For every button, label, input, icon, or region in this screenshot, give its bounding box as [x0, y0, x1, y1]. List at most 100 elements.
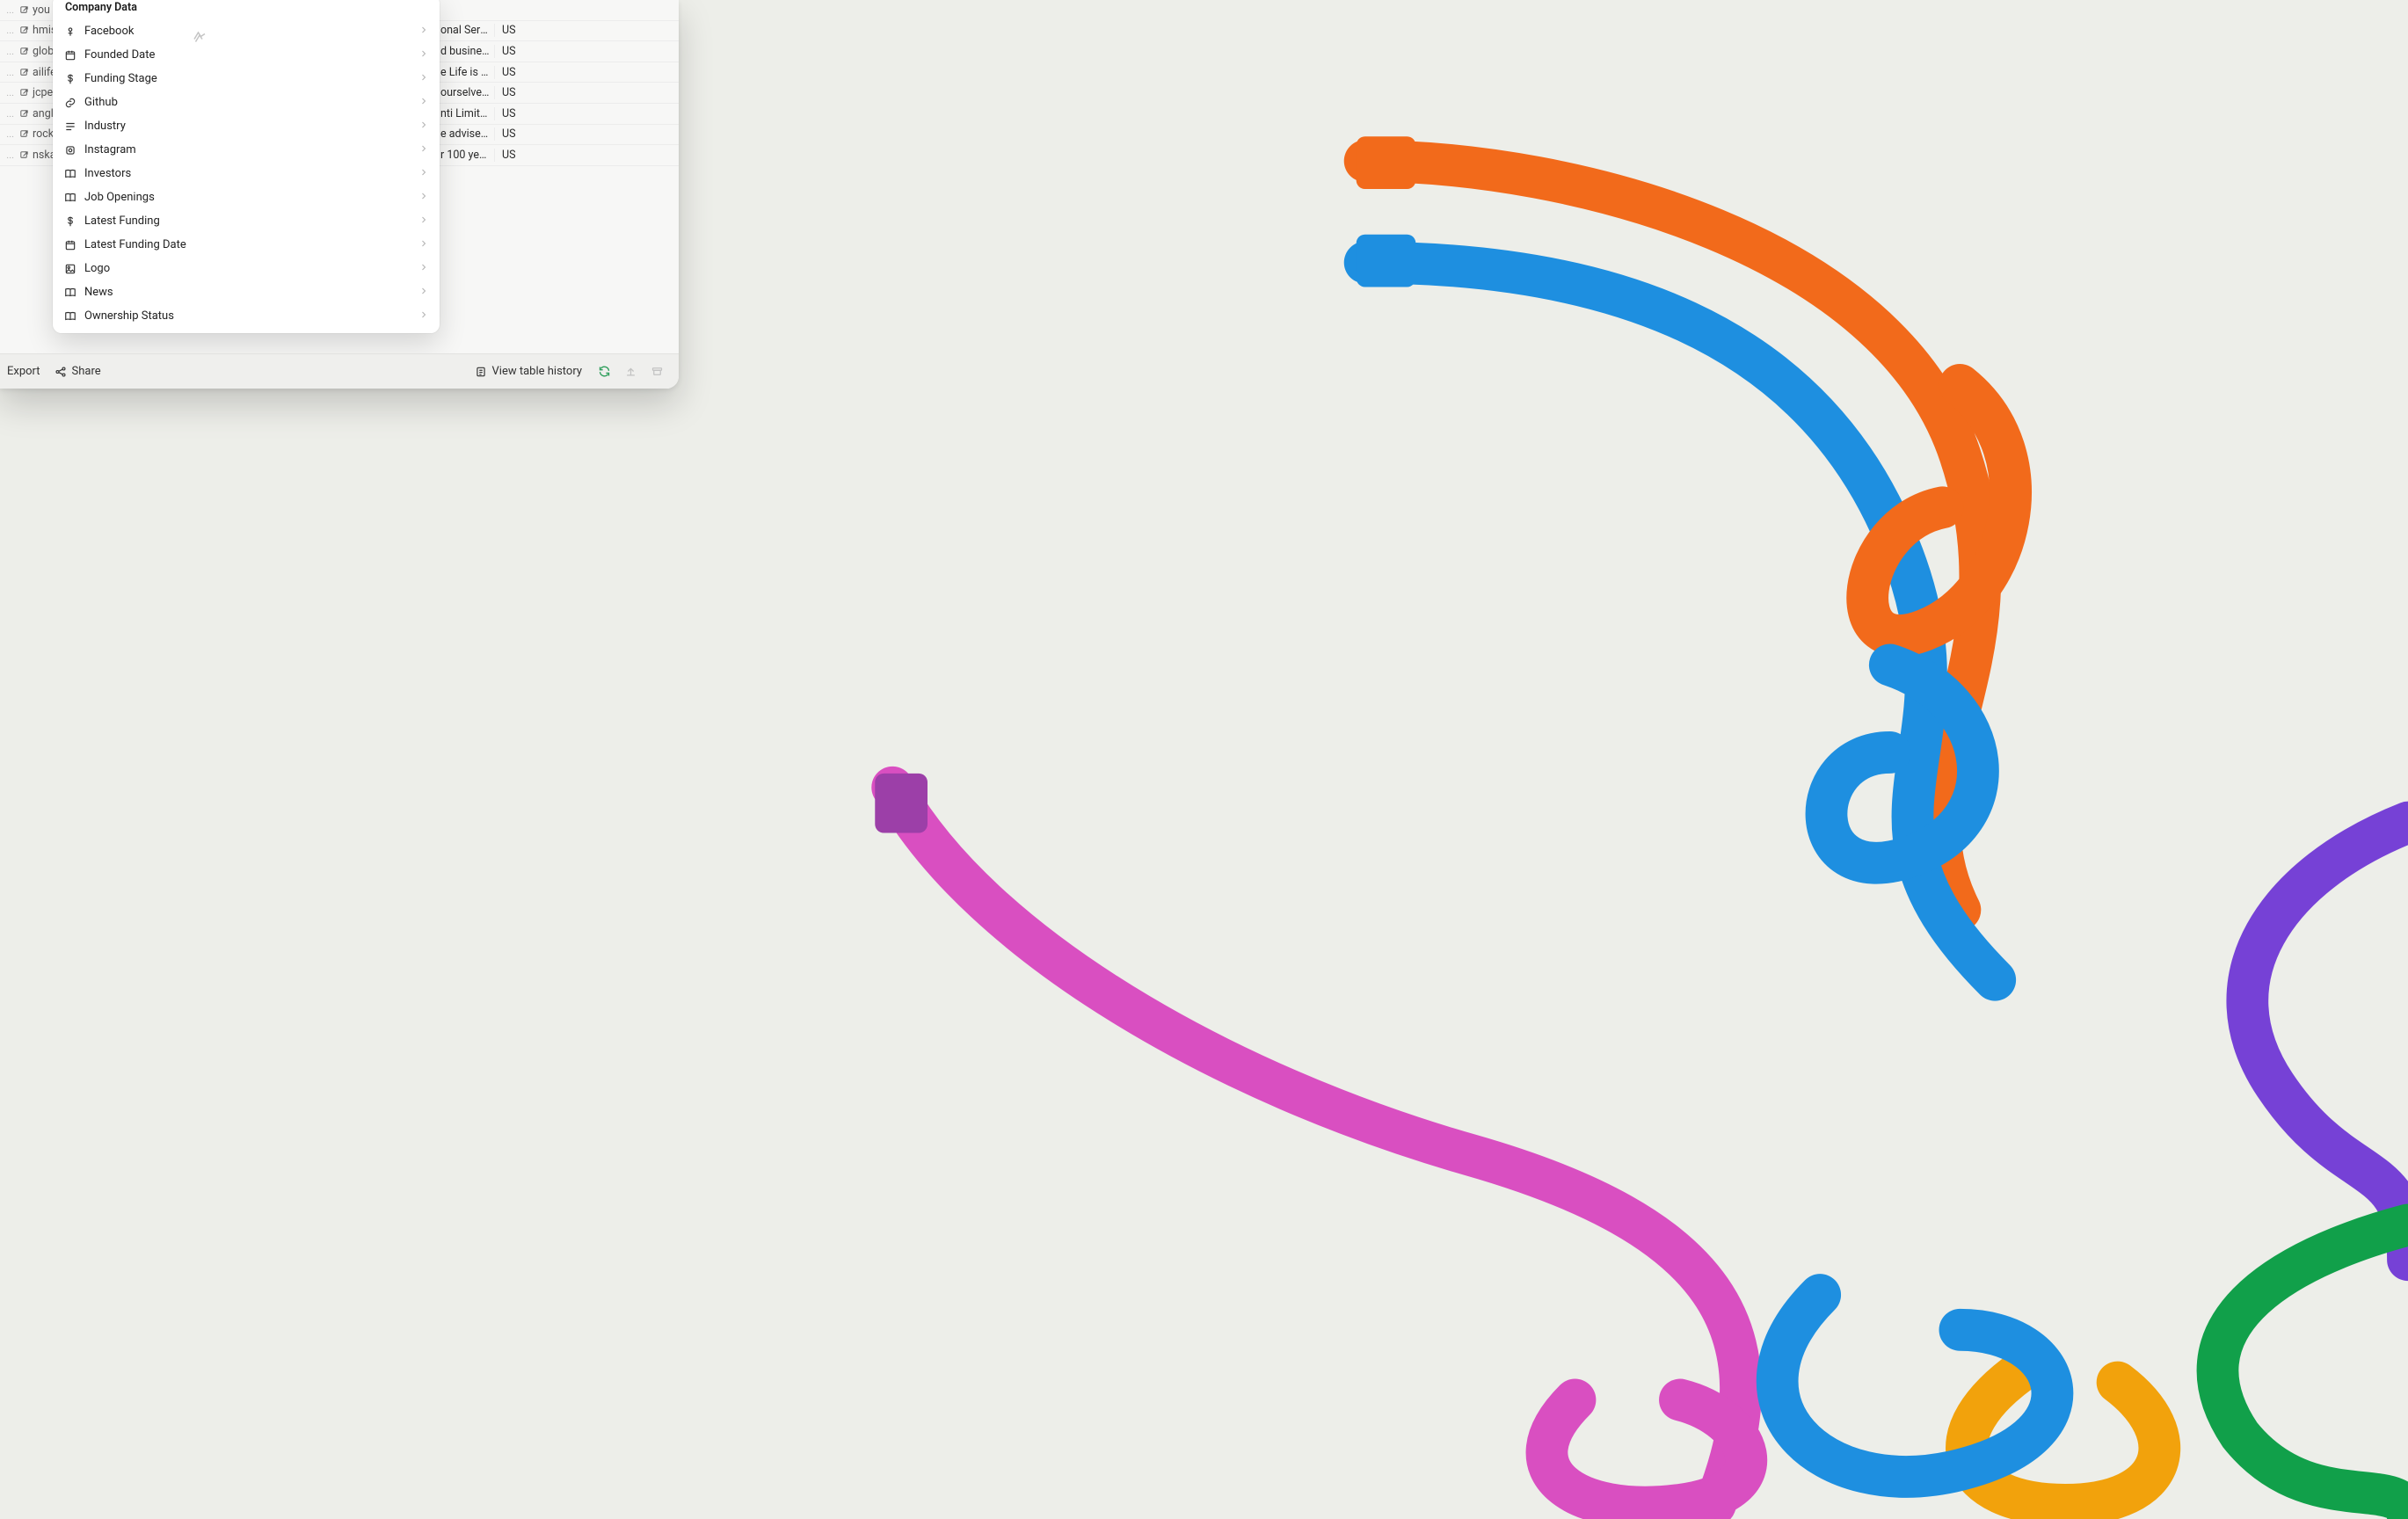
calendar-icon [63, 48, 77, 62]
social-icon [63, 25, 77, 39]
row-country: US [494, 149, 610, 162]
row-description: e Life is a... [436, 66, 494, 79]
dropdown-item-label: Funding Stage [84, 72, 418, 85]
row-link[interactable]: jcpen [16, 86, 58, 99]
dropdown-item-job-openings[interactable]: Job Openings [53, 185, 440, 209]
row-country: US [494, 127, 610, 141]
dropdown-item-label: Latest Funding [84, 214, 418, 228]
image-icon [63, 262, 77, 276]
dropdown-item-industry[interactable]: Industry [53, 114, 440, 138]
row-index: ... [0, 25, 16, 36]
dropdown-item-instagram[interactable]: Instagram [53, 138, 440, 162]
export-button[interactable]: Export [0, 361, 47, 382]
book-icon [63, 167, 77, 181]
history-icon [475, 366, 487, 378]
export-label: Export [7, 365, 40, 378]
book-icon [63, 191, 77, 205]
dropdown-header: Company Data [53, 0, 440, 19]
row-index: ... [0, 128, 16, 140]
calendar-icon [63, 238, 77, 252]
dropdown-item-latest-funding-date[interactable]: Latest Funding Date [53, 233, 440, 257]
share-icon [55, 366, 67, 378]
refresh-icon [598, 365, 611, 378]
chevron-right-icon [418, 238, 429, 252]
app-panel: ...you...hmisonal Servi...US...globad bu… [0, 0, 679, 389]
row-description: r 100 year... [436, 149, 494, 162]
dropdown-item-news[interactable]: News [53, 280, 440, 304]
dropdown-item-label: Industry [84, 120, 418, 133]
dropdown-item-label: Latest Funding Date [84, 238, 418, 251]
row-link[interactable]: ailife [16, 66, 58, 79]
chevron-right-icon [418, 309, 429, 323]
book-icon [63, 309, 77, 323]
row-index: ... [0, 108, 16, 120]
share-button[interactable]: Share [47, 361, 108, 382]
view-history-button[interactable]: View table history [468, 361, 589, 382]
dropdown-item-label: Investors [84, 167, 418, 180]
row-link[interactable]: you [16, 4, 58, 17]
row-index: ... [0, 87, 16, 98]
dropdown-item-label: Founded Date [84, 48, 418, 62]
dollar-icon [63, 214, 77, 229]
dropdown-item-latest-funding[interactable]: Latest Funding [53, 209, 440, 233]
chevron-right-icon [418, 214, 429, 229]
row-index: ... [0, 149, 16, 161]
view-history-label: View table history [492, 365, 582, 378]
dropdown-item-founded-date[interactable]: Founded Date [53, 43, 440, 67]
dropdown-item-github[interactable]: Github [53, 91, 440, 114]
chevron-right-icon [418, 191, 429, 205]
row-country: US [494, 45, 610, 58]
dropdown-item-label: Job Openings [84, 191, 418, 204]
row-country: US [494, 86, 610, 99]
row-link[interactable]: globa [16, 45, 58, 58]
chevron-right-icon [418, 120, 429, 134]
chevron-right-icon [418, 72, 429, 86]
dropdown-item-logo[interactable]: Logo [53, 257, 440, 280]
company-data-dropdown: Company Data Facebook Founded Date Funding… [53, 0, 440, 333]
dropdown-item-investors[interactable]: Investors [53, 162, 440, 185]
row-index: ... [0, 46, 16, 57]
dropdown-item-label: News [84, 286, 418, 299]
row-link[interactable]: nska [16, 149, 58, 162]
panel-footer: Export Share View table history [0, 353, 679, 389]
row-link[interactable]: rocky [16, 127, 58, 141]
archive-button[interactable] [645, 360, 668, 383]
book-icon [63, 286, 77, 300]
row-description: ourselves t... [436, 86, 494, 99]
upload-button[interactable] [619, 360, 642, 383]
row-index: ... [0, 67, 16, 78]
chevron-right-icon [418, 262, 429, 276]
panel-body: ...you...hmisonal Servi...US...globad bu… [0, 0, 679, 353]
refresh-button[interactable] [593, 360, 615, 383]
row-description: onal Servi... [436, 24, 494, 37]
chevron-right-icon [418, 286, 429, 300]
square-icon [63, 143, 77, 157]
row-link[interactable]: angle [16, 107, 58, 120]
chevron-right-icon [418, 96, 429, 110]
row-country: US [494, 24, 610, 37]
row-index: ... [0, 4, 16, 16]
dropdown-item-funding-stage[interactable]: Funding Stage [53, 67, 440, 91]
dropdown-item-facebook[interactable]: Facebook [53, 19, 440, 43]
chevron-right-icon [418, 143, 429, 157]
dropdown-item-label: Ownership Status [84, 309, 418, 323]
list-icon [63, 120, 77, 134]
share-label: Share [72, 365, 101, 378]
archive-icon [651, 365, 664, 378]
row-description: d business [436, 45, 494, 58]
row-country: US [494, 107, 610, 120]
dropdown-item-label: Facebook [84, 25, 418, 38]
chevron-right-icon [418, 48, 429, 62]
row-description: e advise ... [436, 127, 494, 141]
link-icon [63, 96, 77, 110]
upload-icon [624, 365, 637, 378]
row-link[interactable]: hmis [16, 24, 58, 37]
chevron-right-icon [418, 167, 429, 181]
row-link-text: you [33, 4, 50, 17]
dropdown-item-label: Github [84, 96, 418, 109]
dollar-icon [63, 72, 77, 86]
dropdown-item-ownership-status[interactable]: Ownership Status [53, 304, 440, 328]
row-description: nti Limite... [436, 107, 494, 120]
chevron-right-icon [418, 25, 429, 39]
dropdown-item-label: Instagram [84, 143, 418, 156]
